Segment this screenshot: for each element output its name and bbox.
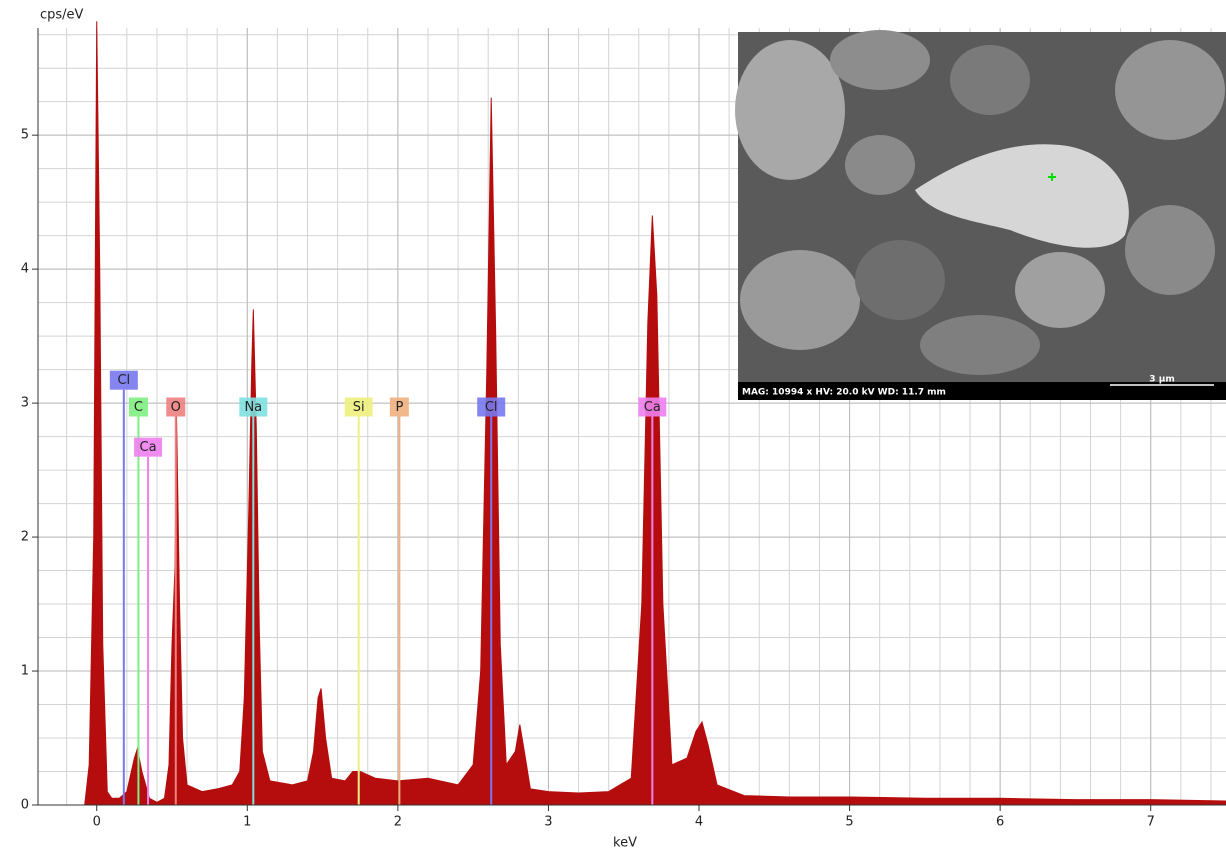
element-label: O [171,400,181,415]
y-tick-label: 5 [21,128,29,143]
element-label: P [395,400,403,415]
y-tick-label: 0 [21,798,29,813]
element-label: Ca [644,400,661,415]
y-tick-label: 4 [21,262,29,277]
grain [1125,205,1215,295]
x-tick-label: 3 [544,815,552,830]
spot-marker [1048,173,1056,181]
grain [1115,40,1225,140]
element-label-box [477,397,506,417]
sem-image: MAG: 10994 x HV: 20.0 kV WD: 11.7 mm 3 µ… [735,30,1226,400]
bright-particle [915,144,1129,248]
plot: Cl C Ca O Na Si P Cl Ca [84,21,1226,806]
element-label-box [239,397,268,417]
x-tick-label: 2 [394,815,402,830]
element-label-box [128,397,148,417]
element-label: Cl [117,373,130,388]
x-tick-label: 4 [695,815,703,830]
x-tick-label: 7 [1147,815,1155,830]
y-tick-label: 3 [21,396,29,411]
x-tick-label: 5 [845,815,853,830]
caption-bar [738,382,1226,400]
y-tick-label: 1 [21,664,29,679]
grain [830,30,930,90]
element-label-box [389,397,409,417]
grain [735,40,845,180]
y-tick-label: 2 [21,530,29,545]
grain [950,45,1030,115]
element-label-box [344,397,373,417]
element-label-box [166,397,186,417]
x-tick-label: 0 [93,815,101,830]
grain [920,315,1040,375]
element-label: Ca [140,440,157,455]
element-label-box [134,437,163,457]
grain [1015,252,1105,328]
scale-label: 3 µm [1149,375,1174,385]
grain [740,250,860,350]
y-axis-label: cps/eV [40,8,84,23]
element-label-box [109,370,138,390]
x-tick-label: 1 [243,815,251,830]
element-label: Na [244,400,262,415]
element-label-box [638,397,667,417]
element-label: Si [353,400,365,415]
grain [855,240,945,320]
image-caption: MAG: 10994 x HV: 20.0 kV WD: 11.7 mm [742,388,946,398]
grain [845,135,915,195]
x-axis-label: keV [613,836,637,851]
element-label: C [134,400,143,415]
x-tick-label: 6 [996,815,1004,830]
element-label: Cl [485,400,498,415]
